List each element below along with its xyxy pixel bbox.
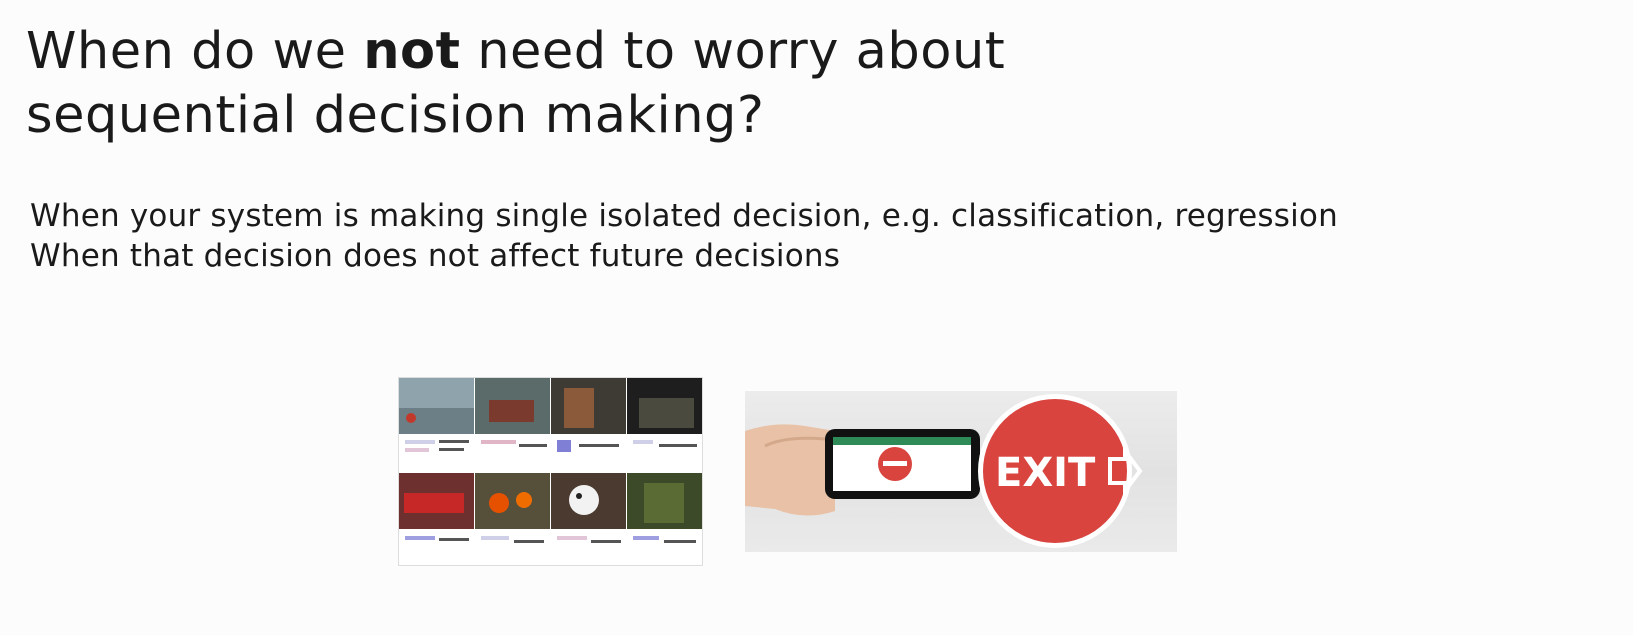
title-part-2: need to worry about bbox=[460, 22, 1006, 81]
slide-title: When do we not need to worry about sequen… bbox=[26, 20, 1376, 148]
classification-grid-graphic bbox=[399, 378, 702, 565]
bullet-item: When that decision does not affect futur… bbox=[30, 238, 841, 274]
image-classification-grid-icon bbox=[398, 377, 703, 566]
phone-exit-sign-photo-icon: EXIT bbox=[745, 391, 1177, 552]
title-emphasis: not bbox=[363, 22, 461, 81]
title-line-2: sequential decision making? bbox=[26, 86, 765, 145]
bullet-item: When your system is making single isolat… bbox=[30, 198, 1338, 234]
exit-sign-graphic: EXIT bbox=[745, 394, 1143, 548]
title-part-1: When do we bbox=[26, 22, 364, 81]
bullet-list: When your system is making single isolat… bbox=[30, 196, 1590, 276]
exit-sign-text: EXIT bbox=[995, 450, 1096, 496]
